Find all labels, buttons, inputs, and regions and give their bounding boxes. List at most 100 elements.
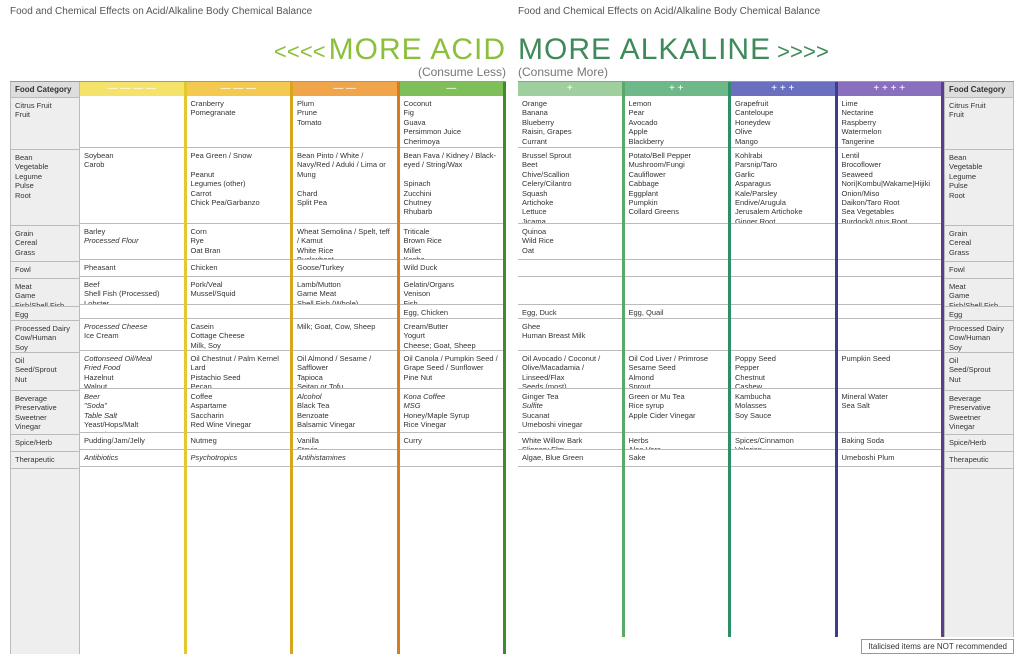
data-cell: Oil Cod Liver / Primrose Sesame Seed Alm… — [625, 351, 729, 389]
title-left: Food and Chemical Effects on Acid/Alkali… — [10, 4, 506, 21]
data-column: —Coconut Fig Guava Persimmon Juice Cheri… — [400, 82, 507, 654]
alk-sub: (Consume More) — [518, 65, 832, 79]
data-column: + + +Grapefruit Canteloupe Honeydew Oliv… — [731, 82, 838, 637]
footnote: Italicised items are NOT recommended — [861, 639, 1014, 654]
category-cell: Meat Game Fish/Shell Fish — [11, 279, 79, 307]
data-cell — [518, 260, 622, 277]
column-header: — — [400, 82, 504, 96]
data-cell — [80, 96, 184, 148]
data-cell: Lemon Pear Avocado Apple Blackberry Cher… — [625, 96, 729, 148]
category-cell: Oil Seed/Sprout Nut — [945, 353, 1013, 391]
category-cell: Grain Cereal Grass — [11, 226, 79, 262]
data-cell — [625, 260, 729, 277]
data-cell: Antibiotics — [80, 450, 184, 467]
data-column: — — — —Soybean CarobBarley Processed Flo… — [80, 82, 187, 654]
data-cell: Herbs Aloe Vera Nettle — [625, 433, 729, 450]
data-cell: Baking Soda — [838, 433, 942, 450]
data-cell: Lime Nectarine Raspberry Watermelon Tang… — [838, 96, 942, 148]
data-cell: Curry — [400, 433, 504, 450]
data-cell: Egg, Quail — [625, 305, 729, 319]
data-cell: Psychotropics — [187, 450, 291, 467]
category-cell: Bean Vegetable Legume Pulse Root — [945, 150, 1013, 226]
data-cell — [518, 277, 622, 305]
data-column: — —Plum Prune TomatoBean Pinto / White /… — [293, 82, 400, 654]
data-cell: Bean Pinto / White / Navy/Red / Aduki / … — [293, 148, 397, 224]
category-cell: Therapeutic — [945, 452, 1013, 469]
data-cell: Processed Cheese Ice Cream — [80, 319, 184, 351]
data-cell: Brussel Sprout Beet Chive/Scallion Celer… — [518, 148, 622, 224]
data-cell — [838, 319, 942, 351]
category-column: Food CategoryCitrus Fruit FruitBean Vege… — [10, 82, 80, 654]
data-cell — [731, 224, 835, 260]
data-cell: Beer "Soda" Table Salt Yeast/Hops/Malt S… — [80, 389, 184, 433]
data-cell: Milk; Goat, Cow, Sheep — [293, 319, 397, 351]
data-cell: Nutmeg — [187, 433, 291, 450]
data-cell: Pork/Veal Mussel/Squid — [187, 277, 291, 305]
column-header: + + + — [731, 82, 835, 96]
data-cell: Cranberry Pomegranate — [187, 96, 291, 148]
column-header: — — — — — [80, 82, 184, 96]
category-cell: Meat Game Fish/Shell Fish — [945, 279, 1013, 307]
acid-table: Food CategoryCitrus Fruit FruitBean Vege… — [10, 81, 506, 654]
data-cell: Orange Banana Blueberry Raisin, Grapes C… — [518, 96, 622, 148]
column-header: + + + + — [838, 82, 942, 96]
data-cell — [731, 305, 835, 319]
alkaline-half: Food and Chemical Effects on Acid/Alkali… — [512, 4, 1014, 654]
category-cell: Beverage Preservative Sweetner Vinegar — [945, 391, 1013, 435]
data-cell: Lamb/Mutton Game Meat Shell Fish (Whole) — [293, 277, 397, 305]
data-cell: Spices/Cinnamon Valerian Licorice Agave — [731, 433, 835, 450]
data-cell — [838, 224, 942, 260]
alkaline-table: +Orange Banana Blueberry Raisin, Grapes … — [518, 81, 1014, 637]
data-cell — [731, 450, 835, 467]
data-cell — [625, 224, 729, 260]
data-cell: Algae, Blue Green — [518, 450, 622, 467]
data-cell — [731, 277, 835, 305]
data-cell: Soybean Carob — [80, 148, 184, 224]
column-header: + + — [625, 82, 729, 96]
data-cell: Oil Almond / Sesame / Safflower Tapioca … — [293, 351, 397, 389]
data-cell: Umeboshi Plum — [838, 450, 942, 467]
data-cell: Beef Shell Fish (Processed) Lobster — [80, 277, 184, 305]
alk-heading: MORE ALKALINE> > > > — [518, 35, 832, 65]
data-cell: Corn Rye Oat Bran — [187, 224, 291, 260]
data-cell: Poppy Seed Pepper Chestnut Cashew — [731, 351, 835, 389]
data-cell — [625, 319, 729, 351]
data-column: + +Lemon Pear Avocado Apple Blackberry C… — [625, 82, 732, 637]
data-cell: Cream/Butter Yogurt Cheese; Goat, Sheep — [400, 319, 504, 351]
category-cell: Grain Cereal Grass — [945, 226, 1013, 262]
category-cell: Beverage Preservative Sweetner Vinegar — [11, 391, 79, 435]
data-cell: Chicken — [187, 260, 291, 277]
data-cell: Wheat Semolina / Spelt, teff / Kamut Whi… — [293, 224, 397, 260]
category-cell: Oil Seed/Sprout Nut — [11, 353, 79, 391]
category-cell: Processed Dairy Cow/Human Soy Goat/Sheep — [11, 321, 79, 353]
data-cell — [625, 277, 729, 305]
data-cell: Mineral Water Sea Salt — [838, 389, 942, 433]
data-cell — [731, 319, 835, 351]
data-cell: Plum Prune Tomato — [293, 96, 397, 148]
category-cell: Citrus Fruit Fruit — [11, 98, 79, 150]
category-column: Food CategoryCitrus Fruit FruitBean Vege… — [944, 82, 1014, 637]
data-cell: Pumpkin Seed — [838, 351, 942, 389]
data-cell: Oil Canola / Pumpkin Seed / Grape Seed /… — [400, 351, 504, 389]
acid-sub: (Consume Less) — [268, 65, 506, 79]
data-column: +Orange Banana Blueberry Raisin, Grapes … — [518, 82, 625, 637]
data-cell: Potato/Bell Pepper Mushroom/Fungi Caulif… — [625, 148, 729, 224]
column-header: — — — [293, 82, 397, 96]
title-right: Food and Chemical Effects on Acid/Alkali… — [518, 4, 1014, 21]
acid-header: < < < <MORE ACID (Consume Less) — [10, 21, 506, 79]
data-column: + + + +Lime Nectarine Raspberry Watermel… — [838, 82, 945, 637]
category-cell: Processed Dairy Cow/Human Soy Goat/Sheep — [945, 321, 1013, 353]
data-cell: Casein Cottage Cheese Milk, Soy — [187, 319, 291, 351]
data-cell: Bean Fava / Kidney / Black-eyed / String… — [400, 148, 504, 224]
category-cell: Bean Vegetable Legume Pulse Root — [11, 150, 79, 226]
category-header: Food Category — [11, 82, 79, 98]
data-cell: Goose/Turkey — [293, 260, 397, 277]
chart-page: Food and Chemical Effects on Acid/Alkali… — [0, 0, 1024, 658]
data-cell — [80, 305, 184, 319]
data-cell: Ginger Tea Sulfite Sucanat Umeboshi vine… — [518, 389, 622, 433]
category-cell: Therapeutic — [11, 452, 79, 469]
data-cell: Antihistamines — [293, 450, 397, 467]
data-cell: Cottonseed Oil/Meal Fried Food Hazelnut … — [80, 351, 184, 389]
data-cell: Kona Coffee MSG Honey/Maple Syrup Rice V… — [400, 389, 504, 433]
data-cell: Oil Avocado / Coconut / Olive/Macadamia … — [518, 351, 622, 389]
